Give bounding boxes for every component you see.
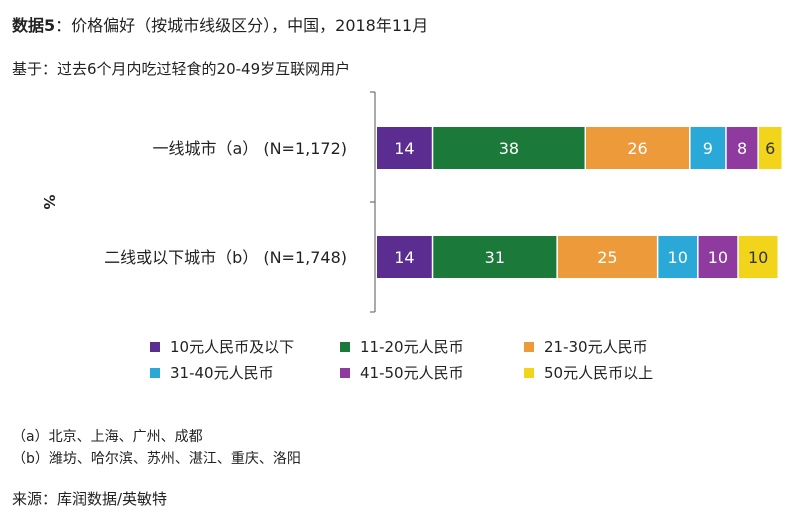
legend-item: 50元人民币以上	[524, 362, 653, 383]
legend-swatch	[340, 367, 350, 378]
legend-item: 11-20元人民币	[340, 336, 464, 357]
data-label: 8	[737, 139, 747, 158]
data-label: 25	[597, 248, 617, 267]
y-axis-label: %	[40, 194, 58, 209]
data-label: 31	[485, 248, 505, 267]
bar-segment	[690, 127, 726, 169]
data-label: 10	[668, 248, 688, 267]
legend-swatch	[524, 367, 534, 378]
legend-label: 21-30元人民币	[544, 338, 648, 356]
bar-segment	[698, 236, 738, 278]
stacked-bar-chart: % 一线城市（a） (N=1,172) 14 38 26 9 8 6 二线或以下城市（b） (N…	[40, 91, 782, 313]
legend-label: 10元人民币及以下	[170, 338, 295, 356]
category-label: 二线或以下城市（b） (N=1,748)	[104, 248, 347, 267]
chart-title-text: ：价格偏好（按城市线级区分），中国，2018年11月	[55, 16, 429, 35]
legend-swatch	[150, 341, 160, 352]
data-label: 6	[765, 139, 775, 158]
data-label: 14	[394, 139, 414, 158]
bar-segment	[758, 127, 782, 169]
bar-segment	[738, 236, 778, 278]
bar-segment	[726, 127, 758, 169]
legend-swatch	[524, 341, 534, 352]
legend-label: 41-50元人民币	[360, 364, 464, 382]
legend-swatch	[340, 341, 350, 352]
bar-segment	[433, 127, 585, 169]
legend-swatch	[150, 367, 160, 378]
data-label: 38	[499, 139, 519, 158]
chart-subtitle: 基于：过去6个月内吃过轻食的20-49岁互联网用户	[12, 60, 351, 78]
legend-label: 11-20元人民币	[360, 338, 464, 356]
chart-title-label: 数据5	[12, 16, 56, 35]
bar-segment	[557, 236, 657, 278]
data-label: 26	[627, 139, 647, 158]
data-label: 10	[748, 248, 768, 267]
source-text: 来源：库润数据/英敏特	[12, 490, 168, 508]
data-label: 14	[394, 248, 414, 267]
bar-segment	[377, 127, 432, 169]
data-label: 9	[703, 139, 713, 158]
legend-item: 10元人民币及以下	[150, 336, 294, 357]
legend-label: 50元人民币以上	[544, 364, 654, 382]
chart-title: 数据5：价格偏好（按城市线级区分），中国，2018年11月	[12, 12, 428, 36]
data-label: 10	[708, 248, 728, 267]
legend-label: 31-40元人民币	[170, 364, 274, 382]
category-label: 一线城市（a） (N=1,172)	[152, 139, 347, 158]
bar-segment	[658, 236, 698, 278]
legend-item: 41-50元人民币	[340, 362, 464, 383]
bar-segment	[586, 127, 690, 169]
legend-item: 21-30元人民币	[524, 336, 648, 357]
note-a: （a）北京、上海、广州、成都	[12, 429, 203, 445]
legend-item: 31-40元人民币	[150, 362, 274, 383]
bar-segment	[433, 236, 557, 278]
note-b: （b）潍坊、哈尔滨、苏州、湛江、重庆、洛阳	[12, 451, 301, 467]
bar-segment	[377, 236, 432, 278]
